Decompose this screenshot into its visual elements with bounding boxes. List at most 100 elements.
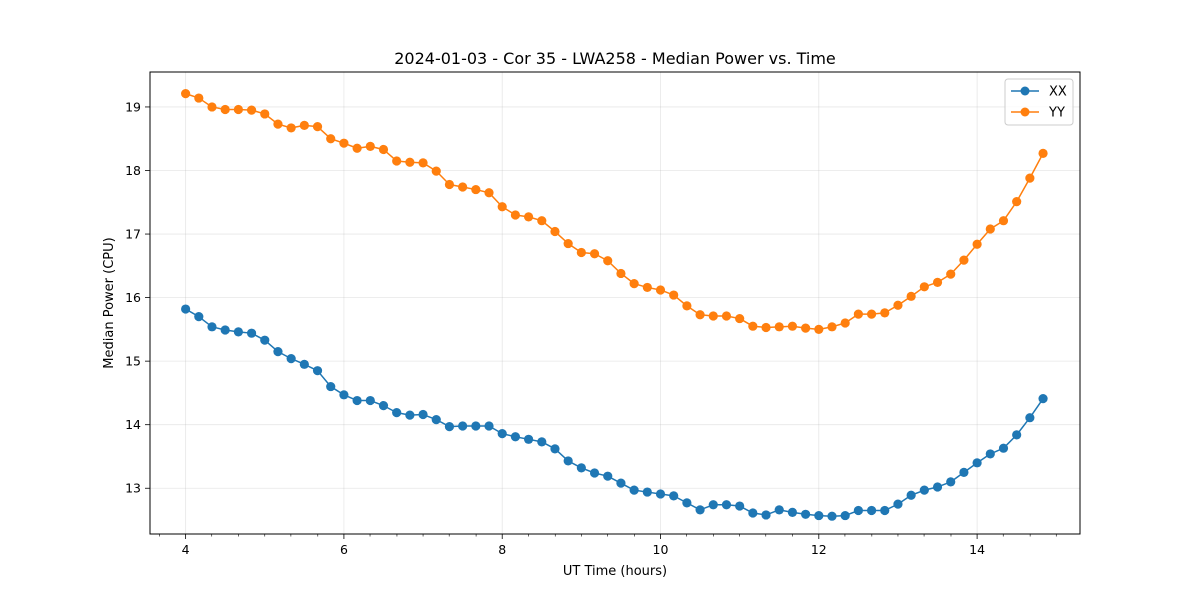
y-tick-label: 18 (125, 163, 141, 178)
data-point-yy (260, 109, 270, 119)
data-point-yy (484, 188, 494, 198)
data-point-xx (365, 395, 375, 406)
data-point-xx (497, 428, 507, 439)
data-point-xx (378, 401, 389, 411)
data-point-xx (444, 422, 455, 432)
data-point-yy (932, 277, 943, 287)
data-point-yy (774, 322, 784, 332)
data-point-xx (932, 482, 943, 492)
data-point-xx (880, 505, 890, 516)
data-point-yy (880, 308, 890, 318)
data-point-yy (458, 182, 468, 192)
x-axis-label: UT Time (hours) (563, 564, 667, 579)
data-point-yy (378, 144, 389, 155)
data-point-xx (220, 325, 230, 335)
data-point-xx (959, 467, 969, 477)
data-point-xx (576, 463, 586, 473)
data-point-yy (431, 166, 441, 176)
data-point-xx (181, 304, 191, 314)
data-point-yy (893, 300, 903, 310)
data-point-yy (682, 301, 692, 311)
data-point-xx (616, 478, 626, 488)
data-point-xx (471, 421, 481, 431)
data-point-xx (985, 449, 995, 459)
data-point-yy (326, 134, 336, 144)
data-point-yy (392, 156, 402, 166)
data-point-yy (721, 311, 732, 321)
data-point-xx (563, 456, 573, 466)
data-point-yy (299, 120, 309, 130)
data-point-yy (339, 138, 349, 148)
data-point-xx (550, 444, 560, 454)
data-point-xx (603, 471, 613, 481)
data-point-yy (998, 216, 1009, 226)
data-point-yy (405, 157, 415, 167)
x-tick-label: 4 (182, 542, 190, 557)
data-point-yy (352, 143, 362, 153)
data-point-xx (510, 432, 521, 442)
data-point-xx (787, 507, 798, 517)
data-point-yy (1012, 197, 1022, 207)
data-point-xx (682, 498, 692, 508)
legend-marker-yy (1020, 107, 1030, 117)
data-point-xx (458, 421, 468, 431)
data-point-yy (233, 104, 243, 115)
x-tick-label: 12 (811, 542, 827, 557)
data-point-yy (523, 212, 534, 222)
data-point-yy (853, 309, 863, 319)
data-point-yy (655, 285, 666, 295)
data-point-xx (655, 489, 666, 499)
series-xx (181, 304, 1048, 521)
data-point-xx (642, 487, 652, 497)
y-tick-label: 13 (125, 481, 141, 496)
data-point-xx (523, 434, 534, 444)
data-point-yy (801, 323, 811, 333)
data-point-yy (972, 239, 982, 249)
data-point-xx (695, 505, 705, 515)
data-point-yy (246, 105, 257, 115)
data-point-xx (1025, 413, 1035, 423)
data-point-xx (801, 509, 811, 519)
data-point-xx (748, 508, 758, 518)
data-point-yy (365, 141, 375, 151)
data-point-xx (946, 477, 956, 487)
data-point-yy (1025, 173, 1035, 183)
data-point-yy (1038, 148, 1048, 158)
x-tick-label: 10 (653, 542, 669, 557)
data-point-xx (629, 485, 639, 495)
data-point-xx (326, 381, 336, 392)
data-point-xx (418, 409, 428, 420)
chart-title: 2024-01-03 - Cor 35 - LWA258 - Median Po… (394, 49, 836, 68)
data-point-xx (998, 443, 1009, 453)
data-point-yy (181, 89, 191, 99)
data-point-yy (510, 210, 521, 220)
data-point-yy (537, 216, 547, 226)
data-point-xx (484, 421, 494, 431)
data-point-yy (207, 102, 217, 112)
series-yy (181, 89, 1048, 334)
data-point-yy (787, 321, 798, 331)
data-point-xx (919, 485, 929, 495)
x-tick-label: 8 (498, 542, 506, 557)
data-point-yy (563, 238, 573, 249)
data-point-yy (708, 311, 718, 321)
legend-label-yy: YY (1048, 106, 1065, 121)
data-point-xx (840, 510, 850, 521)
data-point-yy (814, 324, 824, 334)
data-point-yy (220, 104, 230, 115)
data-point-yy (444, 179, 455, 190)
data-point-xx (352, 395, 362, 406)
data-point-yy (695, 310, 705, 320)
legend-entry-xx: XX (1011, 85, 1067, 100)
data-point-yy (616, 268, 626, 279)
data-point-xx (286, 354, 296, 364)
data-point-yy (550, 226, 560, 237)
data-point-yy (642, 282, 652, 293)
y-tick-label: 17 (125, 227, 141, 242)
data-point-yy (669, 290, 679, 300)
data-point-yy (471, 184, 481, 195)
data-point-yy (761, 322, 771, 333)
data-point-yy (629, 279, 639, 289)
legend: XX YY (1004, 78, 1074, 126)
